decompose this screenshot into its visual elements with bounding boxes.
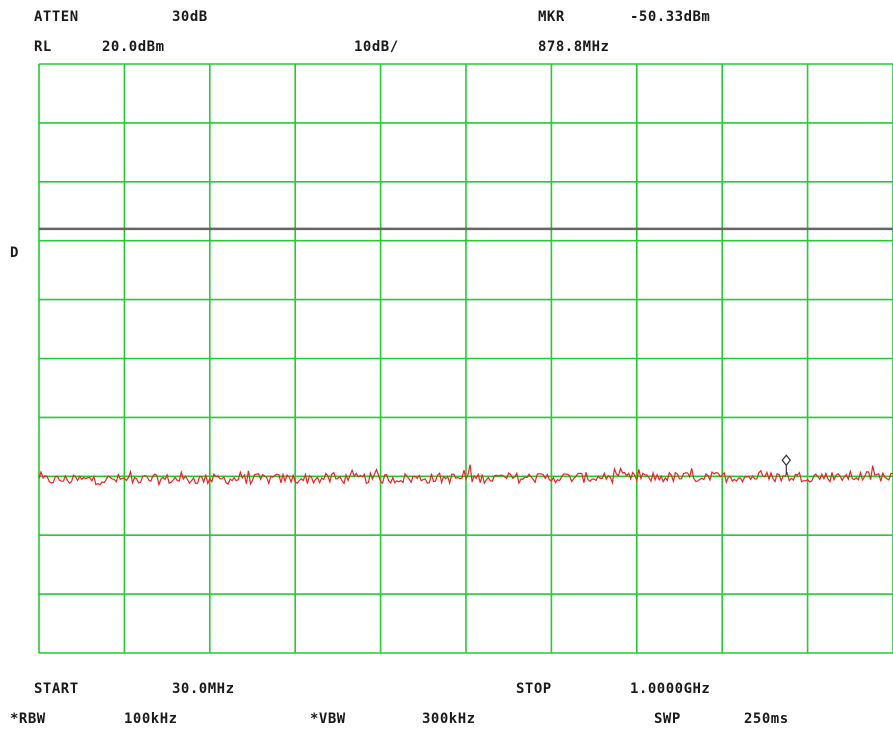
rbw-value: 100kHz — [124, 711, 178, 727]
marker-label: MKR — [538, 9, 565, 25]
start-label: START — [34, 681, 79, 697]
ref-level-label: RL — [34, 39, 52, 55]
marker-diamond — [781, 454, 792, 475]
marker-value: -50.33dBm — [630, 9, 711, 25]
ref-level-value: 20.0dBm — [102, 39, 165, 55]
sweep-label: SWP — [654, 711, 681, 727]
atten-value: 30dB — [172, 9, 208, 25]
stop-label: STOP — [516, 681, 552, 697]
sweep-value: 250ms — [744, 711, 789, 727]
stop-value: 1.0000GHz — [630, 681, 711, 697]
display-line-label: D — [10, 245, 19, 261]
vbw-value: 300kHz — [422, 711, 476, 727]
rbw-label: *RBW — [10, 711, 46, 727]
atten-label: ATTEN — [34, 9, 79, 25]
marker-frequency: 878.8MHz — [538, 39, 610, 55]
vbw-label: *VBW — [310, 711, 346, 727]
trace-line — [38, 464, 893, 487]
start-value: 30.0MHz — [172, 681, 235, 697]
scale-value: 10dB/ — [354, 39, 399, 55]
graticule — [38, 63, 893, 654]
